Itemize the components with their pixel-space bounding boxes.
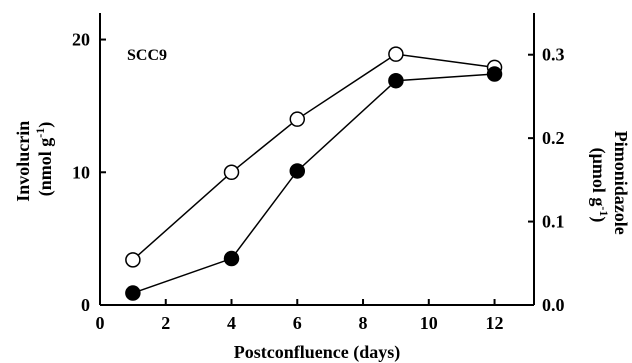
data-point-filled-circle [388, 72, 404, 89]
x-tick-label: 8 [359, 313, 368, 333]
right-y-axis-title-close: ) [588, 216, 609, 222]
y-left-tick-label: 10 [72, 162, 90, 182]
series-layer [125, 46, 503, 301]
y-left-tick-label: 0 [81, 295, 90, 315]
x-tick-label: 4 [227, 313, 236, 333]
data-point-filled-circle [486, 66, 503, 82]
right-y-axis-title-sup: -1 [597, 206, 611, 216]
series-line-filled-circle [132, 73, 495, 294]
left-y-axis-title-sup: -1 [33, 128, 47, 138]
right-y-axis-title-line2: (μmol g-1) [588, 148, 611, 223]
x-tick-label: 0 [96, 313, 105, 333]
data-point-open-circle [289, 111, 306, 127]
left-y-axis-title-close: ) [35, 122, 56, 128]
y-right-ticks: 0.0 0.1 0.2 0.3 [528, 45, 565, 315]
y-right-tick-label: 0.1 [542, 212, 565, 232]
axes [99, 13, 535, 306]
x-tick-label: 2 [161, 313, 170, 333]
left-y-axis-title: Involucrin (nmol g-1) [13, 116, 56, 202]
left-y-axis-title-line2: (nmol g-1) [33, 122, 56, 197]
data-point-open-circle [388, 46, 404, 62]
data-point-filled-circle [223, 250, 240, 267]
series-line-open-circle [132, 53, 495, 261]
y-left-ticks: 0 10 20 [72, 30, 106, 315]
data-point-filled-circle [289, 163, 306, 179]
x-axis-title: Postconfluence (days) [234, 342, 400, 363]
y-right-tick-label: 0.2 [542, 128, 565, 148]
x-ticks: 0 2 4 6 8 10 12 [96, 299, 504, 333]
right-y-axis-title-unit: (μmol g [588, 148, 609, 207]
y-right-tick-label: 0.3 [542, 45, 565, 65]
chart-annotation: SCC9 [127, 47, 167, 64]
y-left-tick-label: 20 [72, 30, 90, 50]
data-point-open-circle [125, 252, 141, 268]
right-y-axis-title-line1: Pimonidazole [611, 131, 631, 235]
left-y-axis-title-unit: (nmol g [35, 138, 56, 197]
left-y-axis-title-line1: Involucrin [13, 121, 33, 202]
data-point-open-circle [223, 164, 240, 181]
y-right-tick-label: 0.0 [542, 295, 565, 315]
data-point-filled-circle [125, 285, 141, 301]
x-tick-label: 6 [293, 313, 302, 333]
x-tick-label: 12 [486, 313, 504, 333]
x-tick-label: 10 [420, 313, 438, 333]
right-y-axis-title: Pimonidazole (μmol g-1) [588, 131, 631, 240]
